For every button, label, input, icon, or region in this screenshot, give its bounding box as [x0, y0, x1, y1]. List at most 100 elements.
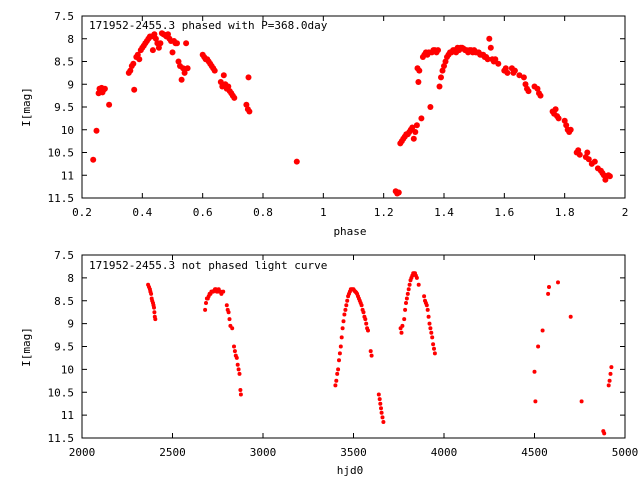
data-point	[399, 330, 404, 335]
data-point	[395, 189, 402, 196]
data-point	[563, 122, 570, 129]
data-point	[101, 85, 108, 92]
data-point	[504, 69, 511, 76]
data-point	[211, 67, 218, 74]
x-tick-label: 1.8	[555, 206, 575, 219]
data-point	[227, 317, 232, 322]
data-point	[184, 65, 191, 72]
data-point	[533, 399, 538, 404]
y-tick-label: 9	[67, 78, 74, 91]
data-point	[556, 280, 560, 285]
data-point	[232, 344, 236, 349]
data-point	[567, 126, 574, 133]
data-point	[407, 282, 412, 287]
data-point	[157, 40, 164, 47]
data-point	[418, 115, 425, 122]
data-point	[439, 67, 446, 74]
y-tick-label: 7.5	[54, 249, 74, 262]
data-point	[169, 49, 176, 56]
axis-ticks: 0.2 0.4 0.6 0.8 1 1.2 1.4 1.6 1.8 2 7.5 8 8.5 9 9.5 10 1…	[48, 10, 629, 219]
data-point	[178, 76, 185, 83]
data-point	[221, 289, 226, 294]
data-point	[425, 307, 430, 312]
y-tick-label: 8.5	[54, 56, 74, 69]
data-point	[337, 351, 342, 356]
data-point	[427, 104, 434, 110]
data-point	[238, 388, 243, 392]
x-tick-label: 3500	[340, 446, 367, 459]
x-tick-label: 4000	[431, 446, 458, 459]
data-point	[361, 310, 366, 315]
phased-light-curve-panel: 171952-2455.3 phased with P=368.0day pha…	[20, 10, 628, 238]
data-point	[379, 410, 384, 415]
data-point	[424, 303, 429, 308]
data-point	[232, 349, 237, 354]
data-point	[403, 307, 408, 312]
x-tick-label: 2000	[69, 446, 96, 459]
x-tick-label: 2	[622, 206, 629, 219]
data-point	[131, 86, 138, 93]
data-point	[546, 291, 551, 296]
x-tick-label: 4500	[521, 446, 548, 459]
data-point	[516, 72, 523, 79]
data-point	[413, 122, 420, 129]
x-tick-label: 1	[320, 206, 327, 219]
y-tick-label: 11	[61, 169, 74, 182]
data-point	[224, 303, 229, 308]
data-point	[106, 101, 113, 108]
data-point	[234, 355, 239, 360]
data-point	[405, 291, 410, 296]
data-point	[536, 344, 541, 349]
data-point	[334, 378, 339, 383]
data-point	[93, 127, 100, 134]
x-tick-label: 0.8	[253, 206, 273, 219]
plot-frame	[81, 15, 626, 199]
data-point	[606, 383, 611, 388]
data-point	[152, 310, 157, 315]
data-point	[415, 79, 422, 85]
x-tick-label: 1.2	[374, 206, 394, 219]
y-axis-label: I[mag]	[20, 327, 33, 367]
data-point	[552, 106, 559, 113]
data-point	[363, 317, 368, 322]
data-point	[226, 310, 231, 315]
data-point	[406, 287, 411, 292]
x-tick-label: 1.6	[494, 206, 514, 219]
data-point	[378, 401, 383, 406]
data-point	[555, 115, 562, 122]
data-point	[576, 151, 583, 158]
data-point	[151, 31, 158, 38]
data-point	[359, 303, 364, 308]
y-tick-label: 7.5	[54, 10, 74, 23]
data-points	[90, 30, 613, 197]
y-tick-label: 11.5	[48, 192, 75, 205]
data-point	[422, 294, 427, 299]
data-point	[165, 31, 171, 38]
data-point	[412, 129, 419, 135]
data-point	[376, 392, 381, 397]
data-point	[602, 431, 607, 436]
data-point	[130, 60, 137, 67]
data-point	[607, 378, 612, 383]
x-tick-label: 5000	[612, 446, 639, 459]
data-point	[432, 346, 436, 351]
data-point	[532, 369, 537, 374]
x-tick-label: 1.4	[434, 206, 454, 219]
y-tick-label: 8	[67, 272, 74, 285]
data-points	[146, 271, 614, 436]
data-point	[404, 296, 409, 301]
x-tick-label: 0.2	[72, 206, 92, 219]
data-point	[343, 307, 348, 312]
data-point	[380, 415, 385, 420]
x-tick-label: 0.4	[132, 206, 152, 219]
data-point	[438, 74, 444, 81]
data-point	[585, 156, 592, 163]
data-point	[606, 173, 613, 180]
plot-frame	[81, 254, 626, 439]
data-point	[149, 291, 154, 296]
data-point	[127, 67, 134, 74]
data-point	[608, 371, 613, 376]
y-tick-label: 9	[67, 318, 74, 331]
data-point	[435, 47, 441, 54]
data-point	[410, 135, 417, 142]
